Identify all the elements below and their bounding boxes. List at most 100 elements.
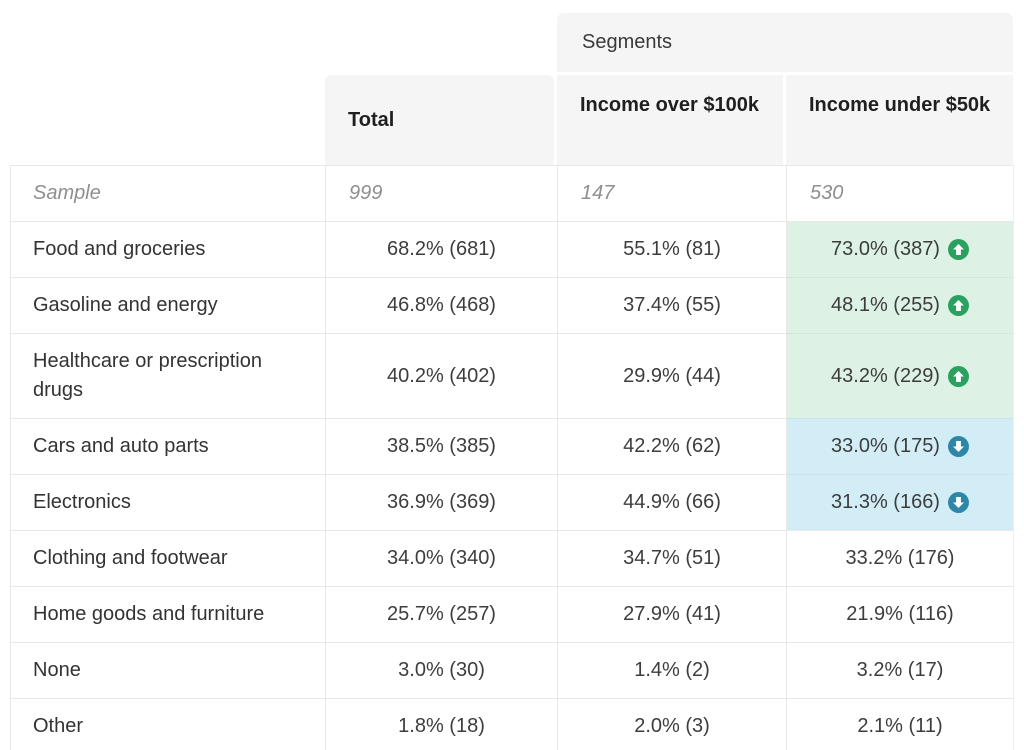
income-over-value-cell-text: 1.4% (2) — [634, 659, 710, 681]
table-body: Sample 999 147 530 Food and groceries 68.2% (… — [10, 165, 1014, 750]
sample-total-cell: 999 — [326, 165, 558, 221]
row-label: Clothing and footwear — [11, 530, 326, 586]
table-row: Home goods and furniture 25.7% (257) 27.9%… — [11, 586, 1014, 642]
column-header-income-under-50k: Income under $50k — [786, 75, 1013, 165]
segments-group-header: Segments — [557, 13, 1013, 72]
table-row: None 3.0% (30) 1.4% (2) 3.2% (17) — [11, 642, 1014, 698]
sample-row-label: Sample — [11, 165, 326, 221]
row-label-text: Other — [33, 715, 84, 737]
income-under-value-cell-text: 33.0% (175) — [831, 435, 940, 457]
significant-down-icon — [947, 436, 969, 457]
total-value-cell: 1.8% (18) — [326, 698, 558, 750]
total-value-cell-text: 38.5% (385) — [387, 435, 496, 457]
income-over-value-cell: 55.1% (81) — [558, 221, 787, 277]
income-under-value-cell: 43.2% (229) — [787, 333, 1014, 418]
income-over-value-cell: 37.4% (55) — [558, 277, 787, 333]
column-header-total-label: Total — [348, 108, 395, 131]
income-under-value-cell: 33.2% (176) — [787, 530, 1014, 586]
row-label-text: Healthcare or prescription drugs — [33, 350, 262, 401]
row-label-text: Clothing and footwear — [33, 547, 228, 569]
income-over-value-cell: 1.4% (2) — [558, 642, 787, 698]
total-value-cell: 36.9% (369) — [326, 474, 558, 530]
income-over-value-cell-text: 2.0% (3) — [634, 715, 710, 737]
row-label: Gasoline and energy — [11, 277, 326, 333]
row-label: Food and groceries — [11, 221, 326, 277]
sample-income-under-cell-text: 530 — [810, 182, 844, 204]
total-value-cell: 38.5% (385) — [326, 418, 558, 474]
row-label-text: None — [33, 659, 81, 681]
income-over-value-cell: 42.2% (62) — [558, 418, 787, 474]
income-over-value-cell: 44.9% (66) — [558, 474, 787, 530]
sample-total-cell-text: 999 — [349, 182, 383, 204]
row-label: Home goods and furniture — [11, 586, 326, 642]
total-value-cell-text: 34.0% (340) — [387, 547, 496, 569]
income-over-value-cell-text: 27.9% (41) — [623, 603, 721, 625]
table-row: Clothing and footwear 34.0% (340) 34.7% (5… — [11, 530, 1014, 586]
row-label-text: Gasoline and energy — [33, 294, 218, 316]
total-value-cell-text: 40.2% (402) — [387, 364, 496, 387]
column-header-income-over-100k: Income over $100k — [557, 75, 783, 165]
row-label: Healthcare or prescription drugs — [11, 333, 326, 418]
total-value-cell-text: 68.2% (681) — [387, 238, 496, 260]
income-over-value-cell-text: 44.9% (66) — [623, 491, 721, 513]
income-under-value-cell-text: 33.2% (176) — [845, 547, 955, 569]
significant-up-icon — [947, 365, 969, 387]
total-value-cell: 46.8% (468) — [326, 277, 558, 333]
total-value-cell-text: 46.8% (468) — [387, 294, 496, 316]
row-label-text: Electronics — [33, 491, 131, 513]
income-under-value-cell: 33.0% (175) — [787, 418, 1014, 474]
income-under-value-cell-text: 43.2% (229) — [831, 364, 940, 387]
table-row: Electronics 36.9% (369) 44.9% (66) 31.3% (1… — [11, 474, 1014, 530]
income-under-value-cell: 3.2% (17) — [787, 642, 1014, 698]
sample-row: Sample 999 147 530 — [11, 165, 1014, 221]
table-row: Gasoline and energy 46.8% (468) 37.4% (55)… — [11, 277, 1014, 333]
income-under-value-cell-text: 3.2% (17) — [856, 659, 944, 681]
table-row: Cars and auto parts 38.5% (385) 42.2% (62)… — [11, 418, 1014, 474]
income-over-value-cell: 2.0% (3) — [558, 698, 787, 750]
table-row: Food and groceries 68.2% (681) 55.1% (81) 7… — [11, 221, 1014, 277]
row-label-text: Cars and auto parts — [33, 435, 209, 457]
row-label: Other — [11, 698, 326, 750]
total-value-cell-text: 1.8% (18) — [398, 715, 485, 737]
income-over-value-cell-text: 55.1% (81) — [623, 238, 721, 260]
row-label-text: Food and groceries — [33, 238, 206, 260]
income-over-value-cell: 27.9% (41) — [558, 586, 787, 642]
income-under-value-cell: 2.1% (11) — [787, 698, 1014, 750]
segments-group-label: Segments — [582, 31, 673, 53]
column-header-income-over-100k-label: Income over $100k — [580, 94, 759, 116]
total-value-cell-text: 25.7% (257) — [387, 603, 496, 625]
row-label: Cars and auto parts — [11, 418, 326, 474]
income-under-value-cell-text: 48.1% (255) — [831, 294, 940, 316]
sample-income-over-cell: 147 — [558, 165, 787, 221]
significant-up-icon — [947, 239, 969, 260]
income-under-value-cell: 48.1% (255) — [787, 277, 1014, 333]
table-row: Other 1.8% (18) 2.0% (3) 2.1% (11) — [11, 698, 1014, 750]
income-under-value-cell: 21.9% (116) — [787, 586, 1014, 642]
row-label-text: Home goods and furniture — [33, 603, 265, 625]
income-under-value-cell: 73.0% (387) — [787, 221, 1014, 277]
income-over-value-cell-text: 29.9% (44) — [623, 364, 721, 387]
income-under-value-cell-text: 21.9% (116) — [846, 603, 954, 625]
total-value-cell: 40.2% (402) — [326, 333, 558, 418]
total-value-cell-text: 3.0% (30) — [398, 659, 485, 681]
significant-up-icon — [947, 295, 969, 316]
income-over-value-cell-text: 42.2% (62) — [623, 435, 721, 457]
total-value-cell: 68.2% (681) — [326, 221, 558, 277]
income-over-value-cell-text: 34.7% (51) — [623, 547, 721, 569]
significant-down-icon — [947, 492, 969, 513]
sample-row-label-text: Sample — [33, 182, 101, 204]
table-row: Healthcare or prescription drugs 40.2% (4… — [11, 333, 1014, 418]
income-under-value-cell-text: 31.3% (166) — [831, 491, 940, 513]
income-under-value-cell-text: 73.0% (387) — [831, 238, 940, 260]
income-under-value-cell-text: 2.1% (11) — [857, 715, 943, 737]
total-value-cell: 25.7% (257) — [326, 586, 558, 642]
column-header-income-under-50k-label: Income under $50k — [809, 94, 991, 116]
income-under-value-cell: 31.3% (166) — [787, 474, 1014, 530]
income-over-value-cell: 29.9% (44) — [558, 333, 787, 418]
total-value-cell-text: 36.9% (369) — [387, 491, 496, 513]
total-value-cell: 3.0% (30) — [326, 642, 558, 698]
total-value-cell: 34.0% (340) — [326, 530, 558, 586]
income-over-value-cell: 34.7% (51) — [558, 530, 787, 586]
column-header-total: Total — [325, 75, 554, 165]
